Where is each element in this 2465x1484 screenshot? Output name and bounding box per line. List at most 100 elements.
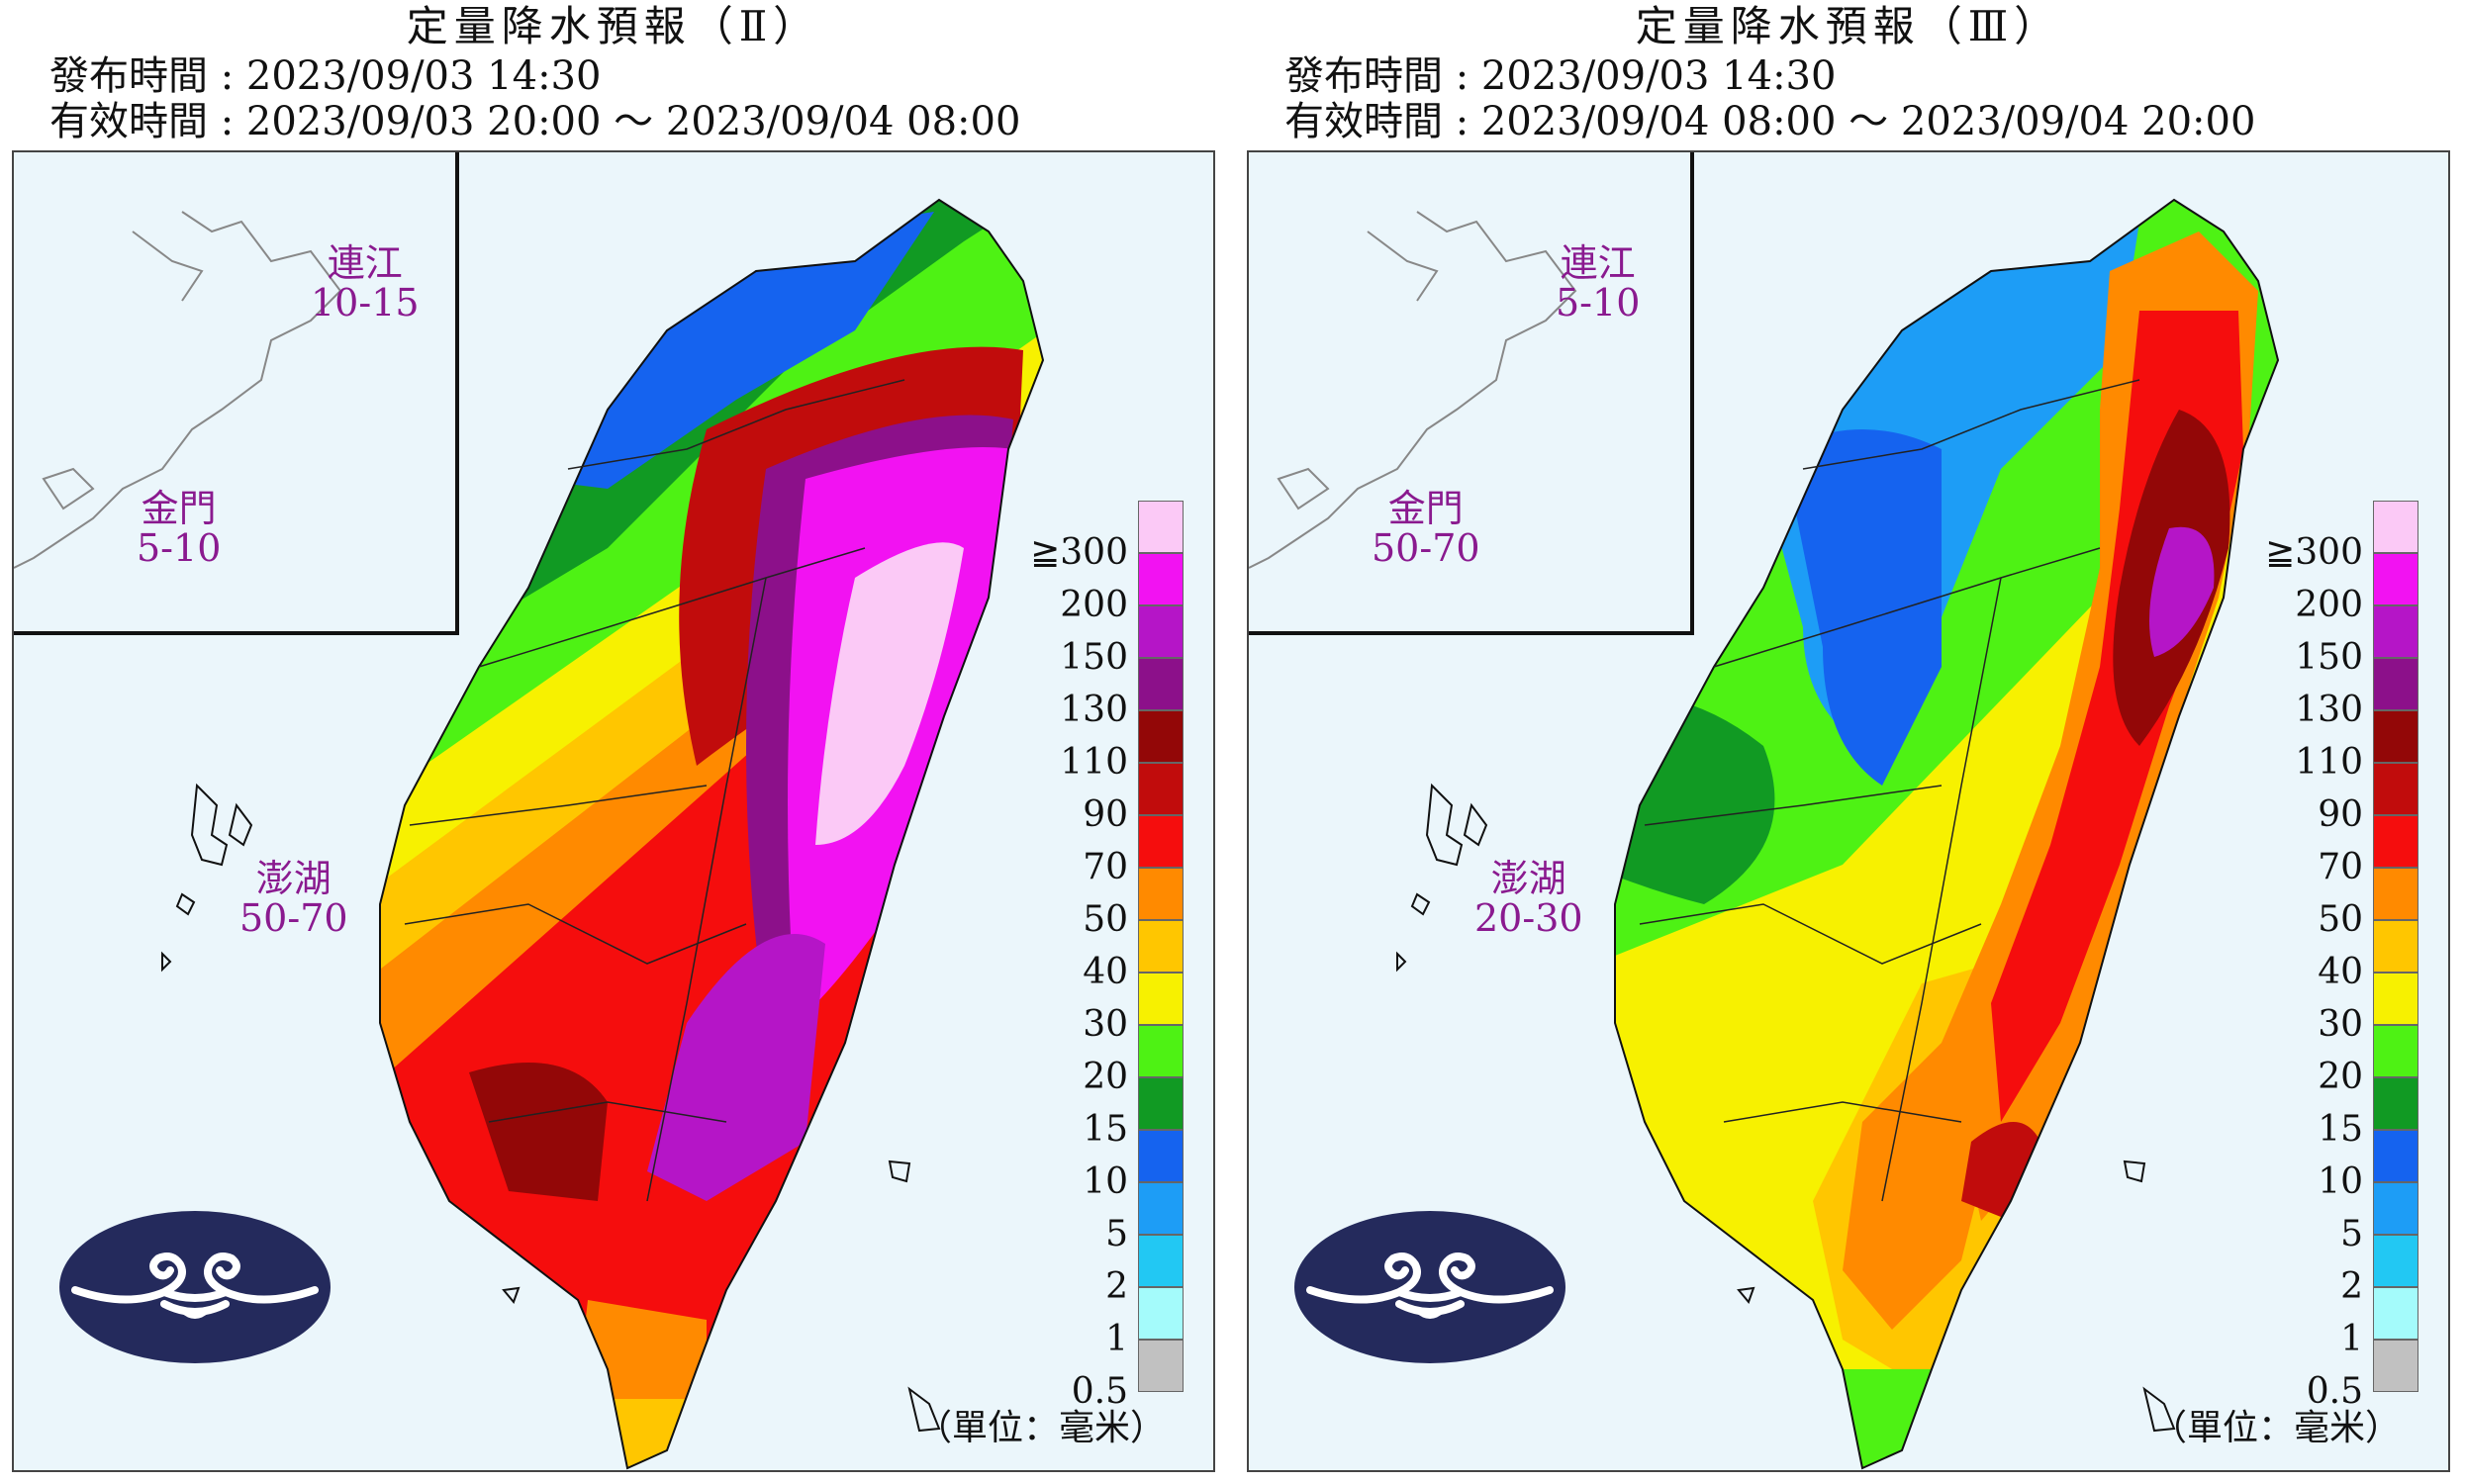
legend-label: 150 xyxy=(2295,637,2363,678)
rainfall-map: 連江 10-15 金門 5-10 澎湖 50-70 ≧300 200 150 1… xyxy=(12,150,1215,1472)
region-value: 50-70 xyxy=(239,896,348,940)
legend-swatch xyxy=(1138,973,1184,1025)
legend-swatch xyxy=(1138,658,1184,710)
legend-swatch xyxy=(2373,973,2418,1025)
legend-swatch xyxy=(1138,710,1184,763)
region-name: 金門 xyxy=(1387,487,1464,530)
legend-row: 150 xyxy=(1025,605,1184,678)
legend-label: 110 xyxy=(2295,742,2363,783)
rainfall-legend: ≧300 200 150 130 110 90 70 50 40 30 20 1… xyxy=(1025,501,1184,1412)
lienchiang-label: 連江 10-15 xyxy=(311,243,420,323)
legend-label: 70 xyxy=(1083,847,1128,887)
region-value: 20-30 xyxy=(1474,896,1583,940)
legend-label: 150 xyxy=(1060,637,1128,678)
legend-label: 50 xyxy=(2318,899,2363,940)
legend-label: ≧300 xyxy=(2265,532,2363,573)
legend-label: 20 xyxy=(2318,1057,2363,1097)
legend-label: 90 xyxy=(1083,794,1128,835)
unit-label: （單位：毫米） xyxy=(2150,1408,2401,1448)
penghu-label: 澎湖 20-30 xyxy=(1474,859,1583,938)
legend-row: 130 xyxy=(1025,658,1184,730)
legend-label: 40 xyxy=(2318,952,2363,992)
legend-row: 30 xyxy=(2260,973,2418,1045)
offshore-islands xyxy=(502,1159,941,1433)
legend-swatch xyxy=(2373,1130,2418,1182)
region-name: 連江 xyxy=(327,241,403,285)
legend-row: 90 xyxy=(2260,763,2418,835)
legend-label: ≧300 xyxy=(1030,532,1128,573)
legend-swatch xyxy=(1138,1077,1184,1130)
legend-row: 150 xyxy=(2260,605,2418,678)
legend-swatch xyxy=(2373,763,2418,815)
taiwan-rainfall-svg xyxy=(1396,198,2280,1470)
legend-row: 90 xyxy=(1025,763,1184,835)
legend-swatch xyxy=(1138,1025,1184,1077)
legend-row: 0.5 xyxy=(1025,1340,1184,1412)
legend-label: 1 xyxy=(1105,1319,1128,1359)
legend-row: 50 xyxy=(1025,868,1184,940)
legend-swatch xyxy=(1138,1182,1184,1235)
legend-row: 5 xyxy=(1025,1182,1184,1254)
legend-label: 2 xyxy=(2340,1266,2363,1307)
legend-label: 0.5 xyxy=(1071,1371,1128,1412)
legend-row: 40 xyxy=(2260,920,2418,992)
penghu-label: 澎湖 50-70 xyxy=(239,859,348,938)
cwa-logo-icon xyxy=(57,1209,332,1365)
legend-row: 20 xyxy=(1025,1025,1184,1097)
issue-time: 發布時間 : 2023/09/03 14:30 xyxy=(49,53,602,99)
legend-label: 1 xyxy=(2340,1319,2363,1359)
map-title: 定量降水預報（Ⅱ） xyxy=(406,2,821,50)
china-coastline xyxy=(14,211,342,569)
region-value: 5-10 xyxy=(137,526,222,570)
legend-label: 20 xyxy=(1083,1057,1128,1097)
legend-swatch xyxy=(2373,501,2418,553)
legend-swatch xyxy=(2373,815,2418,868)
legend-swatch xyxy=(2373,605,2418,658)
legend-swatch xyxy=(1138,920,1184,973)
legend-label: 5 xyxy=(2340,1214,2363,1254)
legend-row: 10 xyxy=(2260,1130,2418,1202)
legend-row: 40 xyxy=(1025,920,1184,992)
penghu-islands xyxy=(1396,783,1488,973)
legend-label: 40 xyxy=(1083,952,1128,992)
legend-swatch xyxy=(1138,1287,1184,1340)
penghu-islands xyxy=(161,783,253,973)
rainfall-map: 連江 5-10 金門 50-70 澎湖 20-30 ≧300 200 150 1… xyxy=(1247,150,2450,1472)
legend-label: 10 xyxy=(1083,1161,1128,1202)
legend-swatch xyxy=(1138,553,1184,605)
legend-swatch xyxy=(1138,1235,1184,1287)
valid-time: 有效時間 : 2023/09/04 08:00 ～ 2023/09/04 20:… xyxy=(1284,99,2256,144)
legend-swatch xyxy=(2373,868,2418,920)
legend-label: 2 xyxy=(1105,1266,1128,1307)
legend-label: 90 xyxy=(2318,794,2363,835)
legend-label: 130 xyxy=(2295,690,2363,730)
qpf-panel-3: 定量降水預報（Ⅲ） 發布時間 : 2023/09/03 14:30 有效時間 :… xyxy=(1235,0,2462,1484)
legend-row: 30 xyxy=(1025,973,1184,1045)
cwa-logo-icon xyxy=(1292,1209,1567,1365)
legend-swatch xyxy=(1138,815,1184,868)
legend-row: 15 xyxy=(2260,1077,2418,1150)
qpf-panel-2: 定量降水預報（Ⅱ） 發布時間 : 2023/09/03 14:30 有效時間 :… xyxy=(0,0,1227,1484)
region-name: 澎湖 xyxy=(255,857,332,900)
taiwan-rainfall-svg xyxy=(161,198,1045,1470)
region-value: 50-70 xyxy=(1372,526,1480,570)
legend-row: 1 xyxy=(2260,1287,2418,1359)
legend-row: 200 xyxy=(2260,553,2418,625)
legend-row: 200 xyxy=(1025,553,1184,625)
legend-swatch xyxy=(2373,1287,2418,1340)
legend-label: 70 xyxy=(2318,847,2363,887)
legend-swatch xyxy=(2373,1025,2418,1077)
legend-label: 15 xyxy=(1083,1109,1128,1150)
legend-label: 110 xyxy=(1060,742,1128,783)
legend-swatch xyxy=(2373,1340,2418,1392)
map-title: 定量降水預報（Ⅲ） xyxy=(1635,2,2062,50)
legend-label: 50 xyxy=(1083,899,1128,940)
legend-label: 200 xyxy=(1060,585,1128,625)
kinmen-label: 金門 50-70 xyxy=(1372,489,1480,568)
legend-label: 15 xyxy=(2318,1109,2363,1150)
legend-swatch xyxy=(1138,1340,1184,1392)
legend-row: 110 xyxy=(1025,710,1184,783)
legend-swatch xyxy=(1138,501,1184,553)
legend-row: 15 xyxy=(1025,1077,1184,1150)
legend-row: 130 xyxy=(2260,658,2418,730)
